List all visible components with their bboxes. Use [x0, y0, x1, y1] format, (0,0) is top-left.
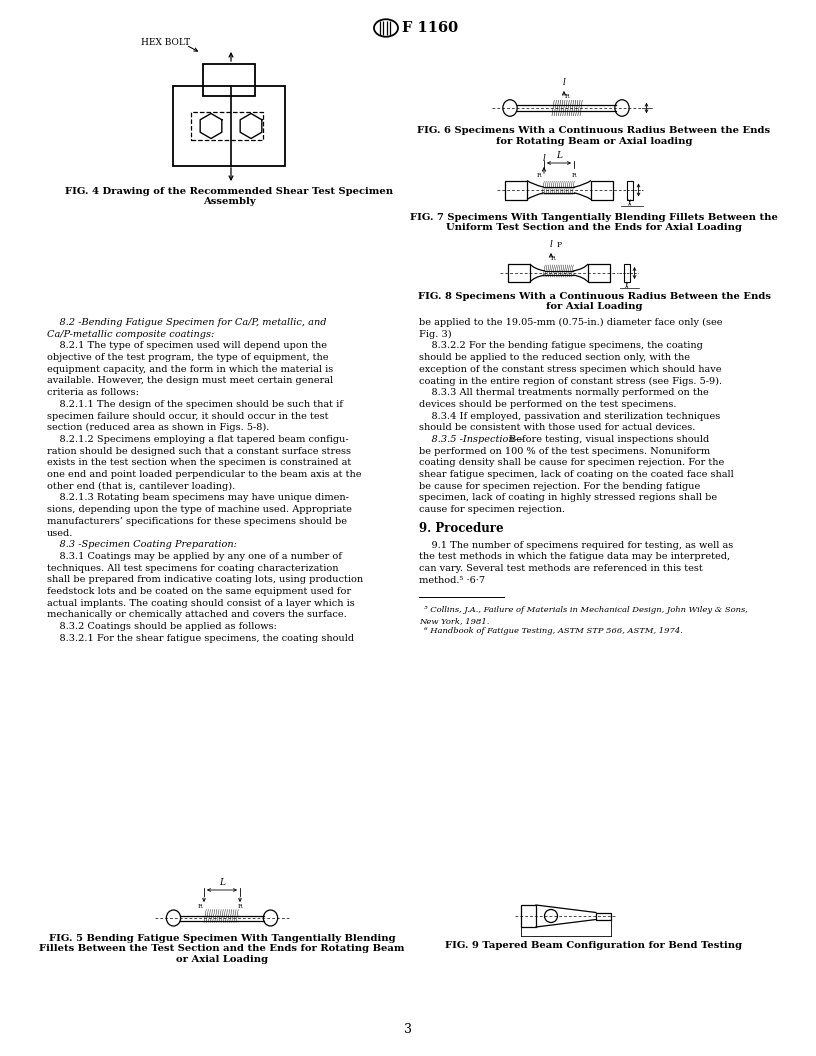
Text: 8.2.1.3 Rotating beam specimens may have unique dimen-: 8.2.1.3 Rotating beam specimens may have…: [47, 493, 349, 503]
Text: R: R: [551, 257, 556, 262]
Text: l: l: [562, 78, 565, 87]
Text: R: R: [565, 94, 570, 99]
Text: objective of the test program, the type of equipment, the: objective of the test program, the type …: [47, 353, 329, 362]
Text: section (reduced area as shown in Figs. 5-8).: section (reduced area as shown in Figs. …: [47, 423, 269, 432]
Text: techniques. All test specimens for coating characterization: techniques. All test specimens for coati…: [47, 564, 339, 572]
Text: 8.3.5 ­Inspection—: 8.3.5 ­Inspection—: [419, 435, 525, 444]
Text: l: l: [543, 154, 545, 163]
Text: L: L: [556, 151, 562, 161]
Text: be cause for specimen rejection. For the bending fatigue: be cause for specimen rejection. For the…: [419, 482, 700, 491]
Text: the test methods in which the fatigue data may be interpreted,: the test methods in which the fatigue da…: [419, 552, 730, 562]
Bar: [191, 112, 263, 140]
Text: Before testing, visual inspections should: Before testing, visual inspections shoul…: [509, 435, 709, 444]
Bar: [203, 64, 255, 96]
Text: R: R: [537, 173, 541, 178]
Bar: [505, 181, 527, 200]
Text: should be consistent with those used for actual devices.: should be consistent with those used for…: [419, 423, 695, 432]
Text: manufacturers’ specifications for these specimens should be: manufacturers’ specifications for these …: [47, 516, 347, 526]
Text: 9.1 The number of specimens required for testing, as well as: 9.1 The number of specimens required for…: [419, 541, 734, 549]
Text: FIG. 9 Tapered Beam Configuration for Bend Testing: FIG. 9 Tapered Beam Configuration for Be…: [446, 941, 743, 950]
Bar: [591, 181, 613, 200]
Text: FIG. 8 Specimens With a Continuous Radius Between the Ends
for Axial Loading: FIG. 8 Specimens With a Continuous Radiu…: [418, 293, 770, 312]
Text: P: P: [557, 241, 562, 249]
Text: should be applied to the reduced section only, with the: should be applied to the reduced section…: [419, 353, 690, 362]
Text: 8.3.2 Coatings should be applied as follows:: 8.3.2 Coatings should be applied as foll…: [47, 622, 277, 631]
Text: Ca/P-metallic composite coatings:: Ca/P-metallic composite coatings:: [47, 329, 215, 339]
Text: can vary. Several test methods are referenced in this test: can vary. Several test methods are refer…: [419, 564, 703, 573]
Text: devices should be performed on the test specimens.: devices should be performed on the test …: [419, 400, 676, 409]
Text: ⁵ Collins, J.A., Failure of Materials in Mechanical Design, John Wiley & Sons,: ⁵ Collins, J.A., Failure of Materials in…: [419, 606, 748, 615]
Text: specimen, lack of coating in highly stressed regions shall be: specimen, lack of coating in highly stre…: [419, 493, 717, 503]
Text: L: L: [219, 878, 225, 887]
Text: shear fatigue specimen, lack of coating on the coated face shall: shear fatigue specimen, lack of coating …: [419, 470, 734, 479]
Text: R: R: [572, 173, 576, 178]
Text: 8.3.3 All thermal treatments normally performed on the: 8.3.3 All thermal treatments normally pe…: [419, 389, 709, 397]
Text: New York, 1981.: New York, 1981.: [419, 617, 490, 625]
Text: 8.3.1 Coatings may be applied by any one of a number of: 8.3.1 Coatings may be applied by any one…: [47, 552, 342, 561]
Bar: [596, 912, 611, 920]
Text: be performed on 100 % of the test specimens. Nonuniform: be performed on 100 % of the test specim…: [419, 447, 710, 456]
Text: R: R: [197, 904, 202, 909]
Text: be applied to the 19.05-mm (0.75-in.) diameter face only (see: be applied to the 19.05-mm (0.75-in.) di…: [419, 318, 722, 327]
Bar: [588, 264, 610, 282]
Text: 3: 3: [404, 1023, 412, 1036]
Text: used.: used.: [47, 529, 73, 538]
Text: actual implants. The coating should consist of a layer which is: actual implants. The coating should cons…: [47, 599, 355, 608]
Text: criteria as follows:: criteria as follows:: [47, 389, 139, 397]
Text: specimen failure should occur, it should occur in the test: specimen failure should occur, it should…: [47, 412, 329, 420]
Text: 8.2 ­Bending Fatigue Specimen for Ca/P, metallic, and: 8.2 ­Bending Fatigue Specimen for Ca/P, …: [47, 318, 326, 327]
Text: 8.2.1.2 Specimens employing a flat tapered beam configu-: 8.2.1.2 Specimens employing a flat taper…: [47, 435, 348, 444]
Text: sions, depending upon the type of machine used. Appropriate: sions, depending upon the type of machin…: [47, 505, 352, 514]
Bar: [627, 181, 632, 200]
Text: ration should be designed such that a constant surface stress: ration should be designed such that a co…: [47, 447, 351, 456]
Text: method.⁵ ·6·7: method.⁵ ·6·7: [419, 576, 486, 585]
Text: F 1160: F 1160: [402, 21, 459, 35]
Text: Fig. 3): Fig. 3): [419, 329, 451, 339]
Text: 8.3.2.1 For the shear fatigue specimens, the coating should: 8.3.2.1 For the shear fatigue specimens,…: [47, 634, 354, 643]
Text: shall be prepared from indicative coating lots, using production: shall be prepared from indicative coatin…: [47, 576, 363, 584]
Text: exception of the constant stress specimen which should have: exception of the constant stress specime…: [419, 364, 721, 374]
Text: coating density shall be cause for specimen rejection. For the: coating density shall be cause for speci…: [419, 458, 725, 468]
Text: mechanically or chemically attached and covers the surface.: mechanically or chemically attached and …: [47, 610, 347, 620]
Text: 8.3.2.2 For the bending fatigue specimens, the coating: 8.3.2.2 For the bending fatigue specimen…: [419, 341, 703, 351]
Text: 8.3.4 If employed, passivation and sterilization techniques: 8.3.4 If employed, passivation and steri…: [419, 412, 721, 420]
Bar: [624, 264, 629, 282]
Bar: [508, 264, 530, 282]
Text: FIG. 7 Specimens With Tangentially Blending Fillets Between the
Uniform Test Sec: FIG. 7 Specimens With Tangentially Blend…: [410, 212, 778, 232]
Text: 8.3 ­Specimen Coating Preparation:: 8.3 ­Specimen Coating Preparation:: [47, 541, 237, 549]
Bar: [521, 905, 536, 927]
Text: exists in the test section when the specimen is constrained at: exists in the test section when the spec…: [47, 458, 351, 468]
Text: 8.2.1 The type of specimen used will depend upon the: 8.2.1 The type of specimen used will dep…: [47, 341, 327, 351]
Text: equipment capacity, and the form in which the material is: equipment capacity, and the form in whic…: [47, 364, 333, 374]
Text: cause for specimen rejection.: cause for specimen rejection.: [419, 505, 565, 514]
Text: 8.2.1.1 The design of the specimen should be such that if: 8.2.1.1 The design of the specimen shoul…: [47, 400, 343, 409]
Text: l: l: [549, 240, 552, 249]
Text: one end and point loaded perpendicular to the beam axis at the: one end and point loaded perpendicular t…: [47, 470, 361, 479]
Text: 9. Procedure: 9. Procedure: [419, 522, 503, 535]
Text: R: R: [237, 904, 242, 909]
Text: FIG. 5 Bending Fatigue Specimen With Tangentially Blending
Fillets Between the T: FIG. 5 Bending Fatigue Specimen With Tan…: [39, 934, 405, 964]
Text: ⁶ Handbook of Fatigue Testing, ASTM STP 566, ASTM, 1974.: ⁶ Handbook of Fatigue Testing, ASTM STP …: [419, 627, 683, 636]
Text: available. However, the design must meet certain general: available. However, the design must meet…: [47, 377, 333, 385]
Text: other end (that is, cantilever loading).: other end (that is, cantilever loading).: [47, 482, 235, 491]
Text: feedstock lots and be coated on the same equipment used for: feedstock lots and be coated on the same…: [47, 587, 351, 596]
Bar: [173, 86, 285, 166]
Text: FIG. 6 Specimens With a Continuous Radius Between the Ends
for Rotating Beam or : FIG. 6 Specimens With a Continuous Radiu…: [418, 127, 770, 146]
Text: coating in the entire region of constant stress (see Figs. 5-9).: coating in the entire region of constant…: [419, 377, 722, 385]
Text: FIG. 4 Drawing of the Recommended Shear Test Specimen
Assembly: FIG. 4 Drawing of the Recommended Shear …: [65, 187, 393, 206]
Text: HEX BOLT: HEX BOLT: [141, 38, 190, 48]
